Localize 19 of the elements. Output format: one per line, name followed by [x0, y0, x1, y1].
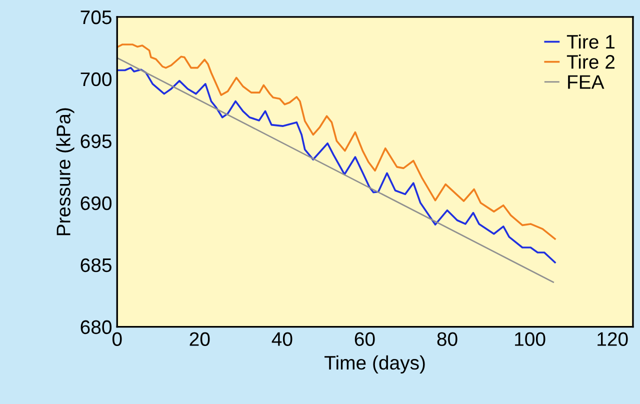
line-series [117, 44, 556, 240]
x-tick-label: 40 [272, 332, 292, 346]
x-tick-label: 0 [112, 332, 122, 346]
legend-label: Tire 2 [566, 54, 614, 69]
x-tick-label: 100 [515, 332, 546, 346]
y-tick-label: 695 [80, 134, 112, 148]
x-tick-label: 80 [437, 332, 458, 346]
y-tick-label: 685 [80, 258, 112, 272]
legend-label: FEA [568, 75, 604, 89]
y-tick-label: 705 [80, 10, 112, 24]
x-tick-label: 60 [354, 332, 375, 346]
y-tick-label: 690 [80, 196, 112, 210]
y-axis-title: Pressure (kPa) [56, 108, 74, 236]
x-tick-label: 120 [598, 332, 628, 346]
x-tick-label: 20 [190, 332, 210, 346]
x-axis-title: Time (days) [324, 355, 425, 374]
y-tick-label: 680 [80, 320, 112, 334]
y-tick-label: 700 [80, 72, 112, 86]
legend-label: Tire 1 [566, 34, 615, 49]
